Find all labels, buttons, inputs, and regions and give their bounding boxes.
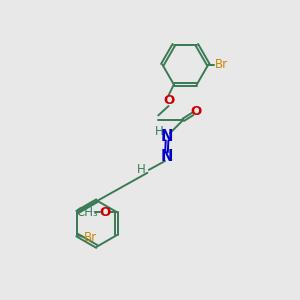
Text: Br: Br xyxy=(84,231,97,244)
Text: O: O xyxy=(190,104,201,118)
Text: Br: Br xyxy=(215,58,228,71)
Text: N: N xyxy=(160,149,173,164)
Text: H: H xyxy=(136,164,145,176)
Text: H: H xyxy=(154,125,163,138)
Text: O: O xyxy=(163,94,174,107)
Text: CH₃: CH₃ xyxy=(76,206,98,219)
Text: O: O xyxy=(99,206,110,219)
Text: N: N xyxy=(161,128,173,143)
